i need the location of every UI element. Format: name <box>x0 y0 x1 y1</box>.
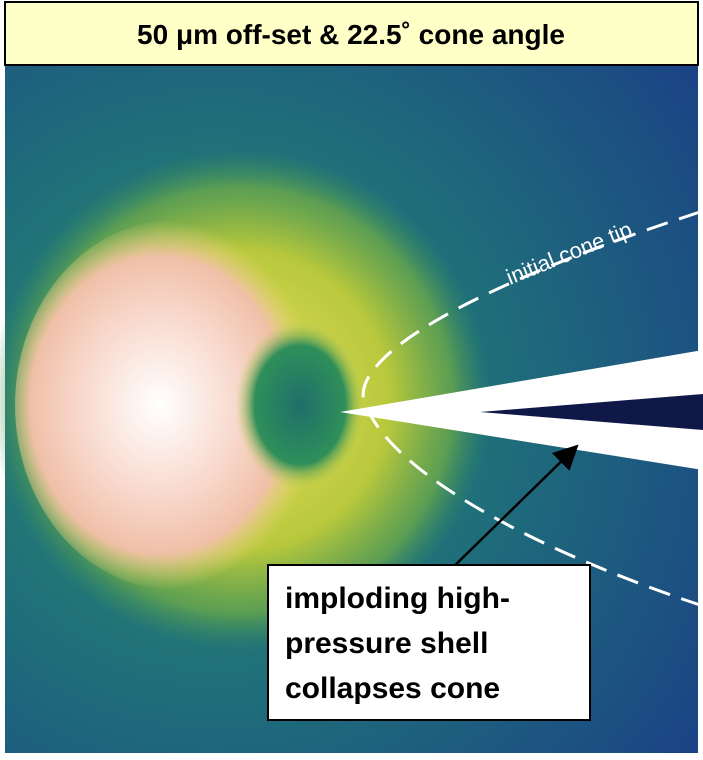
figure: initial cone tip imploding high- pressur… <box>0 0 703 760</box>
inner-region <box>235 320 365 490</box>
callout-line: imploding high- <box>285 582 510 615</box>
title: 50 μm off-set & 22.5˚ cone angle <box>137 19 565 50</box>
callout-line: pressure shell <box>285 627 488 660</box>
callout-line: collapses cone <box>285 672 500 705</box>
